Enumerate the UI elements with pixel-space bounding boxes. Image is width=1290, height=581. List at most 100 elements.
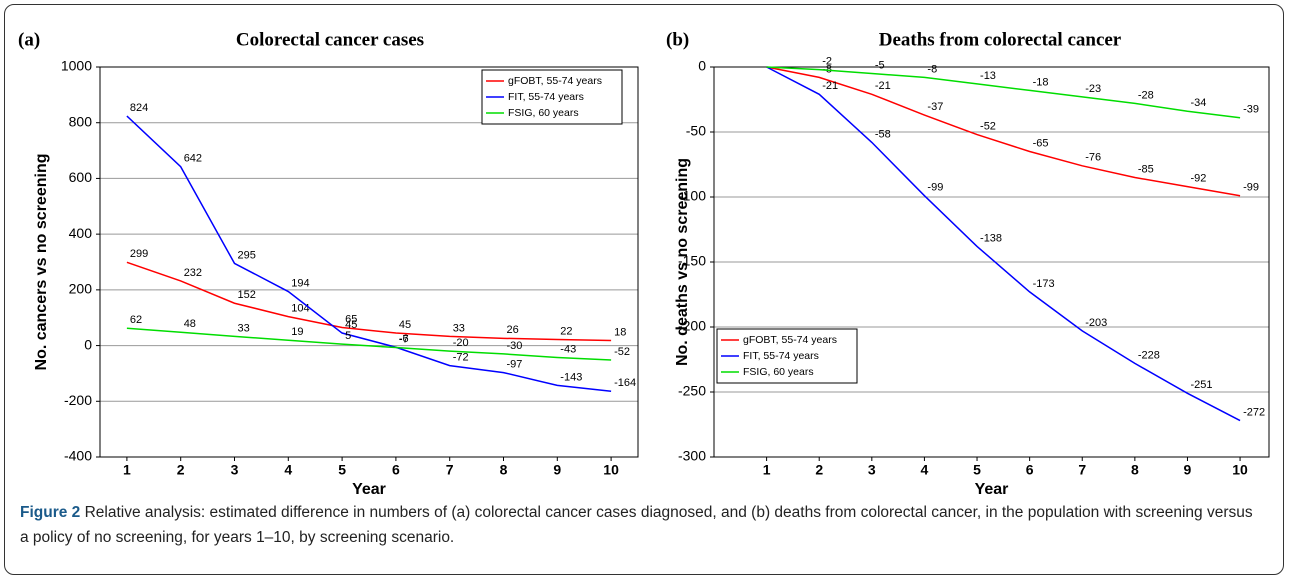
data-label: 65 bbox=[345, 313, 357, 325]
y-tick-label: -400 bbox=[64, 448, 92, 464]
y-tick-label: 400 bbox=[69, 225, 93, 241]
series-line bbox=[126, 115, 612, 393]
data-label: -272 bbox=[1243, 407, 1265, 419]
data-label: -43 bbox=[560, 343, 576, 355]
x-tick-label: 8 bbox=[1131, 462, 1139, 478]
data-label: -28 bbox=[1138, 89, 1154, 101]
chart-title: Deaths from colorectal cancer bbox=[879, 29, 1122, 50]
charts: (a) Colorectal cancer cases-400-200020040… bbox=[18, 29, 1270, 498]
data-label: -13 bbox=[980, 70, 996, 82]
legend-label: FIT, 55-74 years bbox=[743, 350, 819, 362]
x-axis-label: Year bbox=[352, 481, 386, 498]
y-axis-label: No. cancers vs no screening bbox=[33, 154, 50, 371]
data-label: -7 bbox=[399, 333, 409, 345]
x-tick-label: 10 bbox=[603, 462, 619, 478]
data-label: 18 bbox=[614, 326, 626, 338]
data-label: 232 bbox=[184, 267, 202, 279]
y-tick-label: -100 bbox=[678, 188, 706, 204]
x-tick-label: 7 bbox=[446, 462, 454, 478]
x-tick-label: 6 bbox=[1026, 462, 1034, 478]
y-tick-label: 0 bbox=[698, 58, 706, 74]
figure-frame bbox=[4, 4, 1284, 575]
legend-label: FSIG, 60 years bbox=[743, 366, 814, 378]
data-label: -5 bbox=[875, 59, 885, 71]
x-tick-label: 9 bbox=[1184, 462, 1192, 478]
caption: Figure 2 Relative analysis: estimated di… bbox=[20, 500, 1260, 550]
data-label: -18 bbox=[1033, 76, 1049, 88]
x-tick-label: 4 bbox=[284, 462, 292, 478]
x-axis-label: Year bbox=[975, 481, 1009, 498]
data-label: 152 bbox=[238, 289, 256, 301]
data-label: -8 bbox=[927, 63, 937, 75]
data-label: -251 bbox=[1190, 379, 1212, 391]
data-label: -92 bbox=[1190, 173, 1206, 185]
caption-label: Figure 2 bbox=[20, 504, 81, 521]
data-label: -21 bbox=[822, 80, 838, 92]
data-label: -2 bbox=[822, 56, 832, 68]
data-label: -30 bbox=[507, 340, 523, 352]
data-label: -85 bbox=[1138, 163, 1154, 175]
x-tick-label: 7 bbox=[1078, 462, 1086, 478]
data-label: 5 bbox=[345, 330, 351, 342]
y-tick-label: 800 bbox=[69, 113, 93, 129]
data-label: 22 bbox=[560, 325, 572, 337]
data-label: -65 bbox=[1033, 137, 1049, 149]
series-line bbox=[766, 66, 1241, 422]
x-tick-label: 1 bbox=[763, 462, 771, 478]
data-label: 48 bbox=[184, 318, 196, 330]
data-label: -21 bbox=[875, 80, 891, 92]
legend-label: FIT, 55-74 years bbox=[508, 91, 584, 103]
data-label: -99 bbox=[927, 182, 943, 194]
data-label: -37 bbox=[927, 101, 943, 113]
data-label: 299 bbox=[130, 248, 148, 260]
y-tick-label: 0 bbox=[84, 336, 92, 352]
x-tick-label: 2 bbox=[177, 462, 185, 478]
x-tick-label: 4 bbox=[921, 462, 929, 478]
data-label: -164 bbox=[614, 377, 636, 389]
data-label: 295 bbox=[238, 249, 256, 261]
y-tick-label: -200 bbox=[64, 392, 92, 408]
panel-label: (b) bbox=[666, 29, 689, 50]
data-label: -203 bbox=[1085, 317, 1107, 329]
plot-frame bbox=[99, 66, 639, 458]
x-tick-label: 6 bbox=[392, 462, 400, 478]
data-label: 824 bbox=[130, 102, 148, 114]
y-tick-label: 1000 bbox=[61, 58, 92, 74]
data-label: -173 bbox=[1033, 278, 1055, 290]
y-axis-label: No. deaths vs no screening bbox=[674, 158, 691, 366]
data-label: -6 bbox=[399, 333, 409, 345]
data-label: 33 bbox=[238, 322, 250, 334]
data-label: -52 bbox=[614, 346, 630, 358]
series-line bbox=[766, 66, 1241, 119]
data-label: 62 bbox=[130, 314, 142, 326]
series-line bbox=[126, 327, 612, 361]
data-label: -8 bbox=[822, 63, 832, 75]
caption-text: Relative analysis: estimated difference … bbox=[20, 504, 1253, 546]
data-label: 104 bbox=[291, 303, 309, 315]
y-tick-label: 600 bbox=[69, 169, 93, 185]
x-tick-label: 5 bbox=[973, 462, 981, 478]
data-label: -72 bbox=[453, 352, 469, 364]
data-label: -58 bbox=[875, 128, 891, 140]
y-tick-label: -200 bbox=[678, 318, 706, 334]
data-label: -138 bbox=[980, 232, 1002, 244]
x-tick-label: 8 bbox=[500, 462, 508, 478]
data-label: -34 bbox=[1190, 97, 1206, 109]
x-tick-label: 3 bbox=[231, 462, 239, 478]
data-label: -228 bbox=[1138, 349, 1160, 361]
x-tick-label: 10 bbox=[1232, 462, 1248, 478]
data-label: 642 bbox=[184, 153, 202, 165]
y-tick-label: -250 bbox=[678, 383, 706, 399]
data-label: -23 bbox=[1085, 83, 1101, 95]
y-tick-label: -150 bbox=[678, 253, 706, 269]
legend-box bbox=[481, 69, 623, 125]
x-tick-label: 2 bbox=[815, 462, 823, 478]
x-tick-label: 5 bbox=[338, 462, 346, 478]
data-label: -97 bbox=[507, 358, 523, 370]
data-label: 45 bbox=[399, 319, 411, 331]
data-label: 19 bbox=[291, 326, 303, 338]
series-line bbox=[766, 66, 1241, 197]
panel-label: (a) bbox=[18, 29, 40, 50]
y-tick-label: 200 bbox=[69, 281, 93, 297]
